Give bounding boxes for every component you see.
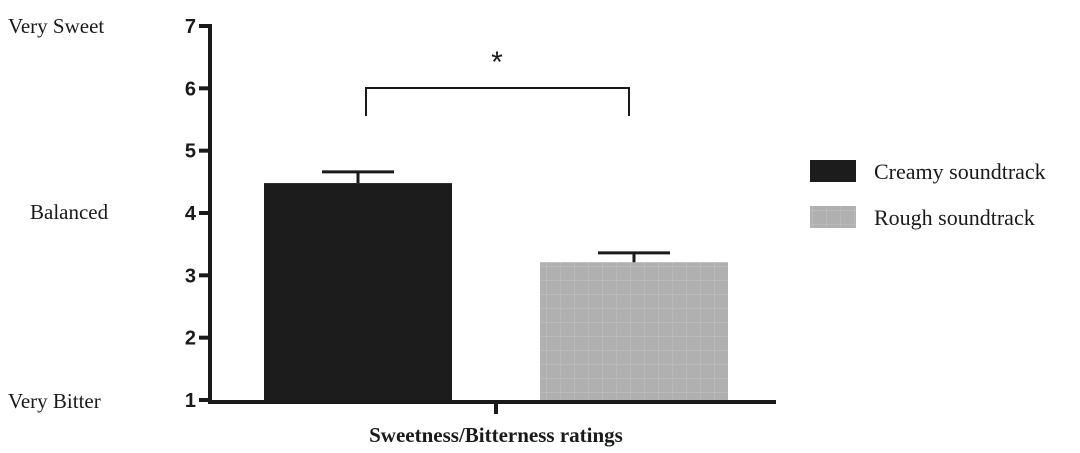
significance-marker: *	[491, 46, 503, 79]
y-axis-ticks: 1 2 3 4 5 6 7	[185, 16, 210, 412]
scale-label-balanced: Balanced	[30, 200, 109, 224]
legend-label-creamy: Creamy soundtrack	[874, 159, 1046, 184]
y-tick-label: 2	[185, 328, 196, 350]
y-tick-label: 7	[185, 16, 196, 38]
bars	[264, 170, 728, 400]
y-tick-label: 1	[185, 390, 196, 412]
bar-rough	[540, 262, 728, 400]
legend-label-rough: Rough soundtrack	[874, 205, 1035, 230]
legend-swatch-creamy	[810, 160, 856, 182]
y-tick-label: 3	[185, 265, 196, 287]
bar-creamy	[264, 183, 452, 400]
legend-swatch-rough	[810, 206, 856, 228]
significance-bracket	[365, 87, 630, 116]
y-tick-label: 4	[185, 203, 197, 225]
scale-label-very-sweet: Very Sweet	[8, 14, 104, 38]
scale-label-very-bitter: Very Bitter	[8, 389, 101, 413]
y-tick-label: 5	[185, 141, 196, 163]
x-axis-label: Sweetness/Bitterness ratings	[369, 423, 623, 447]
y-tick-label: 6	[185, 78, 196, 100]
